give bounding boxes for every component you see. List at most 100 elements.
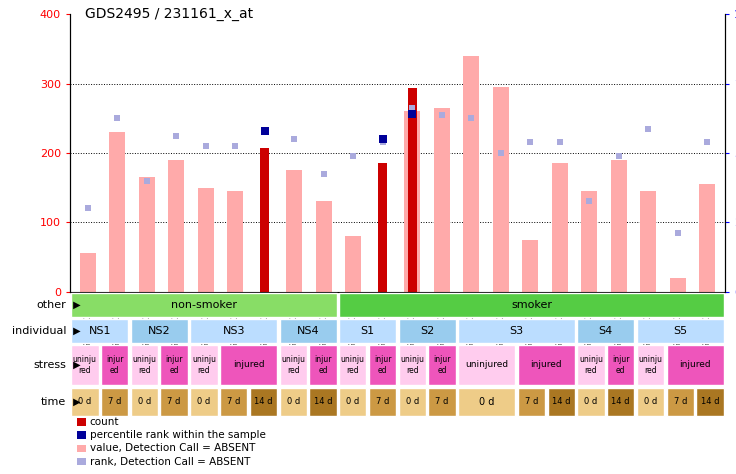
Bar — [607, 346, 634, 384]
Text: GDS2495 / 231161_x_at: GDS2495 / 231161_x_at — [85, 7, 252, 21]
Bar — [160, 346, 188, 384]
Bar — [399, 346, 426, 384]
Bar — [227, 191, 244, 292]
Text: ▶: ▶ — [70, 360, 80, 370]
Bar — [696, 388, 723, 416]
Bar — [434, 108, 450, 292]
Bar — [131, 388, 158, 416]
Text: injur
ed: injur ed — [106, 356, 124, 374]
Bar — [71, 319, 128, 343]
Bar — [197, 188, 213, 292]
Bar — [378, 163, 387, 292]
Text: injured: injured — [679, 361, 711, 369]
Text: 0 d: 0 d — [346, 397, 359, 406]
Text: uninju
red: uninju red — [73, 356, 97, 374]
Text: injur
ed: injur ed — [166, 356, 183, 374]
Bar — [577, 319, 634, 343]
Text: 14 d: 14 d — [612, 397, 630, 406]
Text: 0 d: 0 d — [644, 397, 657, 406]
Bar — [261, 148, 269, 292]
Text: uninju
red: uninju red — [341, 356, 365, 374]
Text: ▶: ▶ — [70, 300, 80, 310]
Text: percentile rank within the sample: percentile rank within the sample — [90, 430, 266, 440]
Text: time: time — [41, 397, 66, 407]
Text: 0 d: 0 d — [78, 397, 91, 406]
Text: uninju
red: uninju red — [579, 356, 603, 374]
Text: NS3: NS3 — [222, 326, 245, 336]
Text: uninju
red: uninju red — [192, 356, 216, 374]
Text: 7 d: 7 d — [168, 397, 181, 406]
Text: 7 d: 7 d — [436, 397, 449, 406]
Bar — [168, 160, 184, 292]
Text: 7 d: 7 d — [108, 397, 121, 406]
Bar — [369, 388, 396, 416]
Text: uninju
red: uninju red — [400, 356, 425, 374]
Bar — [339, 346, 367, 384]
Text: stress: stress — [33, 360, 66, 370]
Text: value, Detection Call = ABSENT: value, Detection Call = ABSENT — [90, 443, 255, 454]
Bar — [551, 163, 568, 292]
Text: injur
ed: injur ed — [612, 356, 629, 374]
Text: injur
ed: injur ed — [314, 356, 332, 374]
Text: injured: injured — [233, 361, 264, 369]
Bar — [459, 346, 515, 384]
Text: S1: S1 — [361, 326, 375, 336]
Text: injur
ed: injur ed — [374, 356, 392, 374]
Bar — [459, 319, 575, 343]
Text: 0 d: 0 d — [138, 397, 151, 406]
Bar — [517, 388, 545, 416]
Bar — [399, 319, 456, 343]
Bar — [190, 346, 218, 384]
Text: other: other — [37, 300, 66, 310]
Bar — [581, 191, 598, 292]
Bar — [131, 319, 188, 343]
Text: NS4: NS4 — [297, 326, 319, 336]
Text: 0 d: 0 d — [406, 397, 419, 406]
Bar — [101, 346, 128, 384]
Text: uninju
red: uninju red — [132, 356, 156, 374]
Bar — [109, 132, 125, 292]
Bar — [79, 254, 96, 292]
Bar — [309, 346, 336, 384]
Bar — [463, 56, 479, 292]
Bar — [548, 388, 575, 416]
Bar — [101, 388, 128, 416]
Text: 0 d: 0 d — [286, 397, 300, 406]
Text: uninju
red: uninju red — [281, 356, 305, 374]
Text: ▶: ▶ — [70, 326, 80, 336]
Text: 14 d: 14 d — [701, 397, 719, 406]
Bar — [577, 388, 605, 416]
Text: count: count — [90, 417, 119, 427]
Bar — [517, 346, 575, 384]
Bar — [309, 388, 336, 416]
Bar — [640, 191, 657, 292]
Bar — [399, 388, 426, 416]
Text: 14 d: 14 d — [254, 397, 273, 406]
Bar — [220, 388, 247, 416]
Text: NS2: NS2 — [148, 326, 171, 336]
Bar — [611, 160, 627, 292]
Text: 7 d: 7 d — [525, 397, 538, 406]
Text: 0 d: 0 d — [479, 397, 495, 407]
Text: individual: individual — [12, 326, 66, 336]
Bar — [138, 177, 155, 292]
Bar — [637, 319, 723, 343]
Text: 0 d: 0 d — [584, 397, 598, 406]
Text: ▶: ▶ — [70, 397, 80, 407]
Bar — [699, 184, 715, 292]
Text: NS1: NS1 — [88, 326, 111, 336]
Text: 7 d: 7 d — [227, 397, 241, 406]
Bar — [637, 346, 664, 384]
Bar — [280, 388, 307, 416]
Text: injured: injured — [531, 361, 562, 369]
Bar — [280, 319, 336, 343]
Bar — [190, 319, 277, 343]
Bar — [577, 346, 605, 384]
Bar — [428, 346, 456, 384]
Bar — [316, 201, 332, 292]
Text: 0 d: 0 d — [197, 397, 210, 406]
Text: injur
ed: injur ed — [434, 356, 451, 374]
Bar — [339, 319, 396, 343]
Bar — [71, 388, 99, 416]
Bar — [522, 239, 538, 292]
